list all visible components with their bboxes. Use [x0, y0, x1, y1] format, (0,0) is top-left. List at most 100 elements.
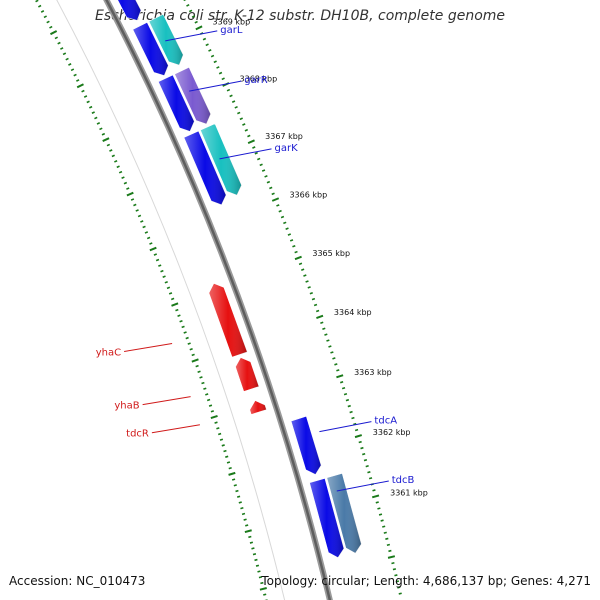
gene-garR[interactable] [157, 74, 195, 132]
minor-tick [238, 501, 242, 504]
gene-garL[interactable] [132, 21, 169, 76]
minor-tick [236, 495, 241, 498]
minor-tick [140, 220, 144, 223]
minor-tick [332, 357, 336, 360]
minor-tick [199, 376, 203, 379]
minor-tick [240, 507, 244, 510]
svg-text:yhaB: yhaB [114, 401, 139, 412]
minor-tick [247, 134, 251, 138]
minor-tick [280, 215, 285, 219]
minor-tick [203, 387, 207, 390]
minor-tick [205, 393, 209, 396]
minor-tick [276, 204, 280, 207]
minor-tick [46, 20, 50, 24]
gene-label-tdcB[interactable]: tdcB [336, 475, 415, 492]
minor-tick [287, 233, 292, 236]
gene-label-yhaB[interactable]: yhaB [114, 396, 191, 412]
gene-yhaB[interactable] [235, 357, 260, 392]
major-tick [210, 414, 218, 420]
minor-tick [398, 592, 402, 595]
minor-tick [239, 117, 243, 121]
gene-yhaC[interactable] [208, 282, 248, 358]
gene-label-tdcR[interactable]: tdcR [126, 424, 200, 440]
minor-tick [343, 392, 348, 396]
minor-tick [285, 227, 289, 230]
minor-tick [94, 116, 98, 120]
gene-garK-partner[interactable] [199, 123, 242, 196]
minor-tick [201, 381, 205, 385]
gene-label-yhaC[interactable]: yhaC [96, 343, 173, 359]
minor-tick [382, 525, 386, 528]
minor-tick [353, 422, 357, 426]
gene-garP[interactable] [103, 0, 142, 21]
minor-tick [106, 143, 111, 147]
topology-text: Topology: circular; Length: 4,686,137 bp… [261, 574, 591, 588]
minor-tick [216, 427, 220, 430]
minor-tick [68, 63, 72, 66]
minor-tick [221, 77, 225, 81]
gene-garR-partner[interactable] [174, 66, 211, 125]
gene-garK[interactable] [183, 130, 227, 206]
minor-tick [109, 149, 113, 152]
gene-label-tdcA[interactable]: tdcA [319, 416, 397, 433]
minor-tick [86, 100, 90, 104]
minor-tick [168, 292, 173, 295]
gene-tdcA[interactable] [290, 415, 322, 475]
minor-tick [354, 428, 359, 432]
minor-tick [367, 471, 371, 474]
minor-tick [101, 132, 106, 136]
minor-tick [397, 586, 401, 589]
minor-tick [263, 593, 267, 596]
gene-label-garK[interactable]: garK [219, 143, 298, 160]
minor-tick [349, 410, 353, 414]
minor-tick [252, 146, 256, 149]
minor-tick [231, 100, 236, 103]
gene-tdcB[interactable] [309, 477, 345, 559]
minor-tick [76, 79, 80, 82]
gene-label-garR[interactable]: garR [189, 75, 268, 92]
tick-label: 3363 kbp [354, 368, 392, 377]
minor-tick [60, 47, 64, 50]
major-tick [228, 471, 236, 476]
minor-tick [116, 165, 120, 169]
map-title: Escherichia coli str. K-12 substr. DH10B… [94, 8, 506, 24]
minor-tick [54, 36, 58, 40]
minor-tick [377, 507, 381, 510]
gene-tdcR[interactable] [249, 400, 267, 415]
minor-tick [208, 49, 212, 52]
tick-label: 3361 kbp [390, 489, 428, 498]
minor-tick [328, 345, 332, 348]
minor-tick [375, 501, 379, 504]
minor-tick [269, 186, 273, 190]
minor-tick [181, 325, 185, 329]
minor-tick [226, 461, 231, 464]
minor-tick [311, 297, 316, 301]
minor-tick [252, 553, 257, 556]
minor-tick [213, 60, 217, 64]
minor-tick [99, 127, 103, 131]
minor-tick [208, 404, 213, 407]
minor-tick [205, 43, 209, 47]
minor-tick [153, 253, 158, 256]
minor-tick [183, 331, 187, 334]
gene-label-garL[interactable]: garL [165, 25, 243, 42]
minor-tick [313, 303, 318, 307]
minor-tick [315, 309, 320, 313]
minor-tick [365, 465, 369, 468]
minor-tick [251, 547, 255, 550]
major-tick [195, 25, 203, 31]
minor-tick [249, 541, 254, 544]
major-tick [76, 83, 84, 89]
minor-tick [241, 512, 246, 516]
accession-text: Accession: NC_010473 [9, 574, 146, 588]
minor-tick [121, 176, 125, 180]
minor-tick [43, 15, 47, 19]
minor-tick [257, 157, 261, 161]
inner-tick-ruler [35, 0, 268, 600]
major-tick [271, 197, 280, 202]
gene-tdcB-partner[interactable] [326, 472, 362, 554]
minor-tick [89, 105, 93, 109]
minor-tick [320, 321, 324, 325]
gene-garL-partner[interactable] [148, 13, 184, 66]
